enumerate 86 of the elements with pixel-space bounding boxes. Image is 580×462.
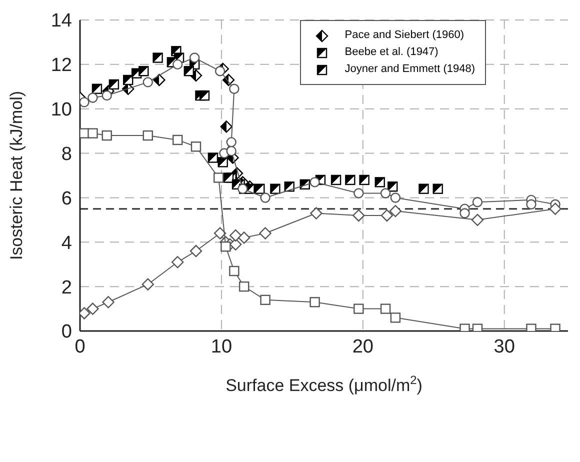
point	[172, 134, 183, 146]
point	[223, 172, 234, 183]
point	[108, 79, 120, 90]
point	[190, 244, 202, 258]
point	[310, 297, 320, 308]
legend-label: Beebe et al. (1947)	[344, 45, 438, 60]
y-tick-label: 0	[61, 322, 72, 343]
x-tick-label: 20	[352, 336, 374, 358]
point	[199, 90, 210, 101]
point	[345, 174, 356, 186]
point	[354, 304, 364, 314]
point	[80, 97, 90, 108]
point	[184, 66, 194, 76]
point	[526, 199, 536, 210]
point	[152, 52, 163, 63]
y-tick-label: 12	[50, 55, 72, 76]
point	[220, 241, 231, 252]
point	[214, 227, 226, 240]
point	[310, 207, 322, 220]
point	[102, 296, 114, 308]
point	[153, 74, 166, 86]
y-tick-label: 6	[61, 188, 72, 210]
point	[142, 130, 153, 141]
point	[142, 278, 154, 290]
point	[214, 172, 224, 183]
point	[390, 192, 401, 203]
point	[122, 74, 134, 86]
point	[226, 146, 236, 156]
point	[218, 157, 228, 168]
point	[229, 229, 242, 242]
point	[142, 77, 153, 88]
y-tick-label: 2	[61, 277, 72, 298]
point	[260, 192, 270, 203]
legend-label: Pace and Siebert (1960)	[344, 28, 464, 43]
point	[270, 184, 280, 194]
point	[138, 66, 149, 76]
point	[172, 256, 184, 268]
point	[388, 182, 398, 192]
y-tick-label: 14	[50, 10, 72, 32]
point	[390, 312, 401, 323]
point	[354, 188, 364, 198]
point	[208, 152, 218, 163]
point	[259, 227, 272, 240]
point	[238, 232, 250, 244]
point	[284, 182, 294, 192]
point	[359, 174, 370, 186]
point	[229, 84, 240, 94]
point	[460, 208, 470, 218]
y-tick-label: 4	[61, 232, 72, 254]
point	[220, 120, 232, 133]
point	[374, 177, 385, 188]
y-tick-label: 8	[61, 144, 72, 166]
point	[352, 209, 365, 222]
point	[214, 66, 226, 76]
point	[226, 137, 236, 148]
point	[389, 204, 402, 218]
x-tick-label: 10	[210, 336, 232, 358]
point	[330, 174, 342, 186]
point	[190, 142, 202, 152]
legend-label: Joyner and Emmett (1948)	[344, 62, 475, 77]
point	[238, 281, 250, 292]
x-tick-label: 30	[494, 336, 515, 358]
point	[432, 184, 443, 194]
point	[380, 188, 391, 198]
x-tick-label: 0	[74, 336, 86, 358]
point	[380, 304, 391, 314]
point	[254, 184, 265, 194]
point	[86, 302, 99, 315]
point	[172, 59, 183, 70]
point	[102, 90, 112, 101]
point	[472, 197, 483, 208]
point	[189, 52, 200, 63]
y-axis-title: Isosteric Heat (kJ/mol)	[7, 90, 26, 260]
point	[471, 214, 484, 226]
point	[418, 184, 429, 194]
point	[549, 202, 562, 215]
y-tick-label: 10	[50, 100, 72, 121]
x-axis-title: Surface Excess (μmol/m$^{2}$)	[226, 373, 422, 395]
point	[380, 209, 394, 222]
point	[310, 177, 320, 188]
point	[92, 84, 102, 94]
point	[260, 294, 270, 305]
point	[88, 128, 98, 138]
point	[88, 92, 98, 103]
point	[229, 266, 240, 276]
point	[102, 130, 112, 141]
